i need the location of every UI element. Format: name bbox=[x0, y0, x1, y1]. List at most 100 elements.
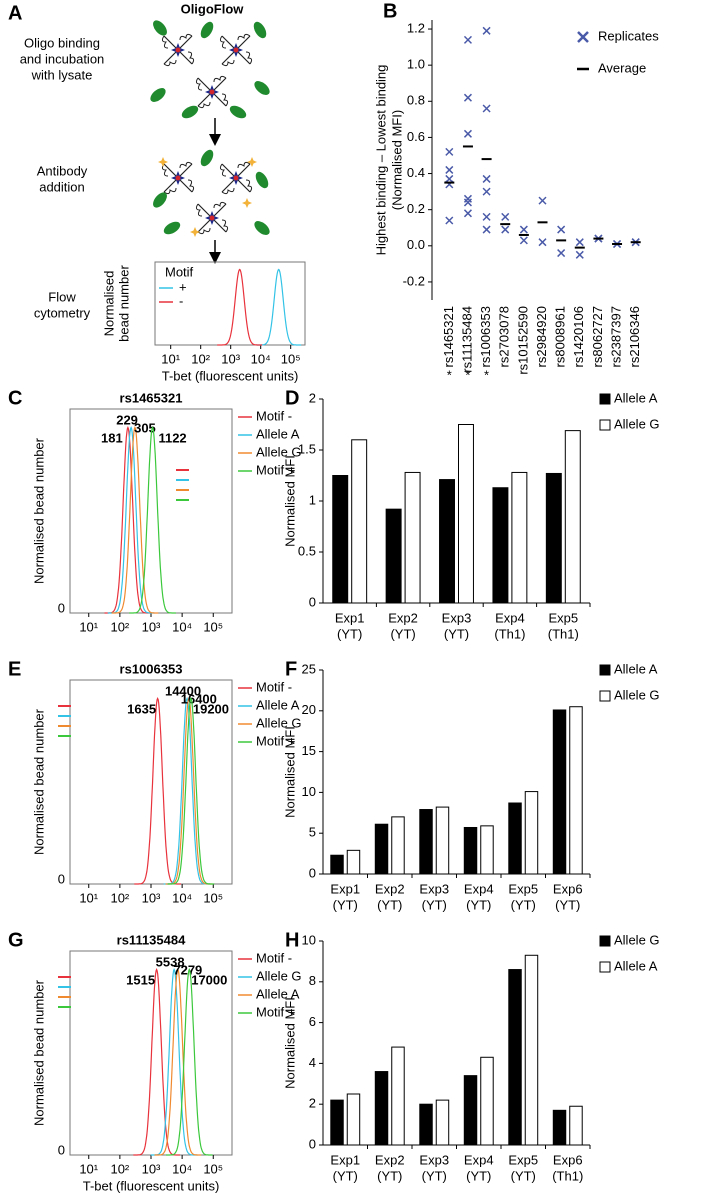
y-tick-label: 0.5 bbox=[298, 543, 316, 558]
legend-label: Motif + bbox=[256, 462, 295, 477]
bar bbox=[564, 430, 581, 604]
x-tick-label: 10¹ bbox=[79, 1161, 98, 1176]
bar bbox=[391, 816, 405, 875]
step-label: and incubation bbox=[20, 51, 105, 66]
x-axis-label: T-bet (fluorescent units) bbox=[162, 368, 299, 383]
x-tick-label: Exp1 bbox=[330, 881, 360, 896]
x-tick-label: 10¹ bbox=[79, 890, 98, 905]
x-tick-sublabel: (YT) bbox=[390, 626, 415, 641]
y-tick-label: 10 bbox=[302, 784, 316, 799]
legend-swatch bbox=[577, 31, 589, 43]
x-tick-sublabel: (Th1) bbox=[494, 626, 525, 641]
legend-label: Average bbox=[598, 60, 646, 75]
x-tick-sublabel: (YT) bbox=[422, 897, 447, 912]
x-tick-label: Exp3 bbox=[442, 610, 472, 625]
bar bbox=[552, 1109, 567, 1146]
replicate-point bbox=[575, 238, 584, 247]
replicate-point bbox=[538, 238, 547, 247]
legend-label: Allele A bbox=[256, 697, 300, 712]
panel-letter: E bbox=[8, 658, 21, 680]
x-tick-label: Exp5 bbox=[508, 1152, 538, 1167]
histogram-curve bbox=[166, 967, 213, 1156]
bar bbox=[351, 439, 368, 604]
panel-letter: B bbox=[383, 0, 397, 22]
legend-label: + bbox=[179, 279, 187, 294]
replicate-point bbox=[445, 147, 454, 156]
x-tick-label: rs10152590 bbox=[515, 306, 530, 375]
bar bbox=[524, 791, 539, 875]
panel-letter: H bbox=[285, 929, 299, 951]
replicate-point bbox=[482, 212, 491, 221]
x-tick-sublabel: (YT) bbox=[333, 897, 358, 912]
x-tick-label: rs1465321 bbox=[441, 306, 456, 367]
y-tick-label: 15 bbox=[302, 743, 316, 758]
x-tick-label: Exp4 bbox=[464, 1152, 494, 1167]
value-label: 305 bbox=[134, 420, 156, 435]
bar bbox=[480, 1056, 494, 1146]
y-tick-label: -0.2 bbox=[403, 273, 425, 288]
x-tick-label: 10⁴ bbox=[172, 619, 192, 634]
replicate-point bbox=[557, 225, 566, 234]
histogram-curve bbox=[217, 268, 263, 346]
bar bbox=[346, 849, 361, 875]
replicate-point bbox=[575, 250, 584, 259]
legend-label: Allele G bbox=[256, 715, 302, 730]
x-tick-label: rs1006353 bbox=[478, 306, 493, 367]
x-tick-sublabel: (YT) bbox=[466, 1168, 491, 1183]
replicate-point bbox=[463, 209, 472, 218]
value-label: 7279 bbox=[173, 962, 202, 977]
x-tick-label: Exp1 bbox=[330, 1152, 360, 1167]
x-tick-label: 10³ bbox=[142, 619, 161, 634]
plot-frame bbox=[154, 261, 306, 346]
bar bbox=[524, 954, 539, 1146]
legend-swatch bbox=[599, 664, 611, 676]
chart-title: rs1006353 bbox=[120, 661, 183, 676]
x-tick-sublabel: (YT) bbox=[511, 1168, 536, 1183]
y-tick-label: 0 bbox=[309, 594, 316, 609]
replicate-point bbox=[445, 216, 454, 225]
x-tick-sublabel: (YT) bbox=[555, 897, 580, 912]
replicate-point bbox=[482, 26, 491, 35]
x-tick-label: 10⁵ bbox=[203, 1161, 223, 1176]
y-axis-label: Normalised MFI bbox=[282, 997, 297, 1089]
bar bbox=[480, 825, 494, 875]
y-tick-label: 2 bbox=[309, 390, 316, 405]
x-tick-sublabel: (YT) bbox=[422, 1168, 447, 1183]
significance-mark: * bbox=[484, 367, 489, 382]
bar bbox=[463, 1075, 478, 1146]
bar bbox=[404, 471, 421, 604]
histogram-curve bbox=[150, 968, 198, 1156]
diagram-title: OligoFlow bbox=[181, 1, 245, 16]
x-tick-label: Exp4 bbox=[464, 881, 494, 896]
y-tick-label: 0 bbox=[309, 865, 316, 880]
legend-label: Replicates bbox=[598, 28, 659, 43]
y-tick-label: 0.2 bbox=[407, 201, 425, 216]
replicate-point bbox=[463, 198, 472, 207]
y-tick-label: 1 bbox=[309, 492, 316, 507]
replicate-point bbox=[519, 225, 528, 234]
y-tick-label: 0 bbox=[58, 871, 65, 886]
x-tick-label: 10¹ bbox=[161, 351, 180, 366]
bar bbox=[508, 969, 522, 1146]
legend-label: Allele G bbox=[256, 968, 302, 983]
x-tick-label: rs11135484 bbox=[459, 306, 474, 373]
significance-mark: * bbox=[465, 367, 470, 382]
y-tick-label: 10 bbox=[302, 932, 316, 947]
x-tick-label: rs2106346 bbox=[627, 306, 642, 367]
legend-label: Motif + bbox=[256, 1004, 295, 1019]
legend-label: Allele A bbox=[614, 958, 658, 973]
y-tick-label: 0.4 bbox=[407, 165, 425, 180]
y-axis-label: Normalised bbox=[101, 271, 116, 337]
y-tick-label: 8 bbox=[309, 973, 316, 988]
replicate-point bbox=[519, 236, 528, 245]
replicate-point bbox=[482, 187, 491, 196]
x-tick-sublabel: (YT) bbox=[333, 1168, 358, 1183]
bar bbox=[419, 809, 433, 875]
x-tick-label: Exp2 bbox=[375, 1152, 405, 1167]
legend-label: Allele A bbox=[256, 426, 300, 441]
legend-label: Allele A bbox=[614, 661, 658, 676]
replicate-point bbox=[501, 212, 510, 221]
x-tick-label: 10⁵ bbox=[203, 619, 223, 634]
y-tick-label: 1.5 bbox=[298, 441, 316, 456]
x-tick-sublabel: (Th1) bbox=[548, 626, 579, 641]
